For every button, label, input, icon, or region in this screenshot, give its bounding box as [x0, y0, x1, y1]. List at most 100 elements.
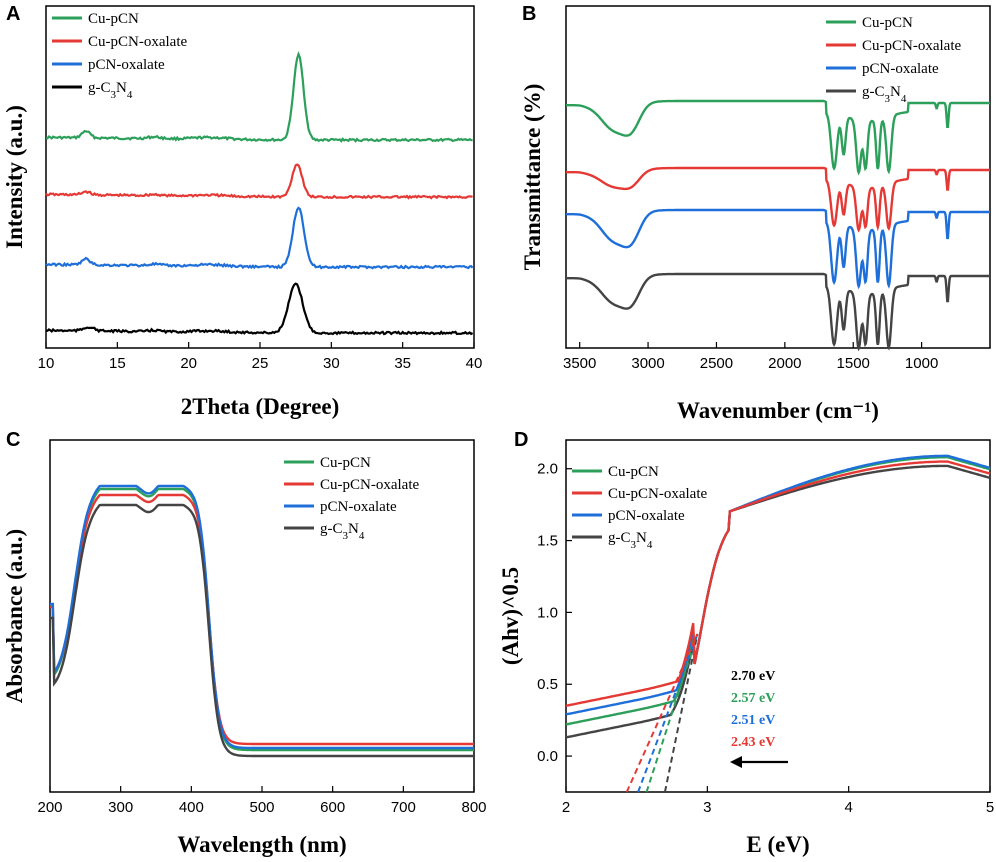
- y-d-tick-label: 0.5: [537, 676, 558, 693]
- tangent-line-cu-pcn: [645, 633, 699, 793]
- x-c-tick-label: 700: [391, 799, 416, 816]
- bandgap-label: 2.70 eV: [731, 669, 775, 684]
- x-d-tick-label: 5: [986, 799, 994, 816]
- tangent-line-pcn-oxalate: [637, 633, 699, 793]
- tangent-line-g-c3n4: [663, 633, 699, 793]
- legend-label-c: Cu-pCN: [320, 455, 371, 471]
- bandgap-label: 2.43 eV: [731, 735, 775, 750]
- x-c-tick-label: 200: [37, 799, 62, 816]
- x-d-tick-label: 4: [844, 799, 852, 816]
- x-axis-a: 10 15 20 25 30 35 40: [38, 342, 483, 372]
- x-axis-title-b: Wavenumber (cm⁻¹): [677, 398, 879, 423]
- series-group-c: [50, 484, 474, 758]
- x-a-tick-label: 10: [38, 355, 55, 372]
- x-axis-title-a: 2Theta (Degree): [181, 394, 340, 419]
- x-a-tick-label: 35: [394, 355, 411, 372]
- legend-b: Cu-pCN Cu-pCN-oxalate pCN-oxalate g-C3N4: [826, 15, 961, 105]
- legend-label-d: pCN-oxalate: [608, 508, 685, 524]
- panel-label-d: D: [514, 429, 528, 451]
- legend-label-c: pCN-oxalate: [320, 499, 397, 515]
- x-b-tick-label: 1000: [905, 355, 938, 372]
- x-axis-title-c: Wavelength (nm): [177, 832, 346, 857]
- x-b-tick-label: 3500: [563, 355, 596, 372]
- legend-a: Cu-pCN Cu-pCN-oxalate pCN-oxalate g-C3N4: [52, 11, 187, 101]
- x-c-tick-label: 400: [179, 799, 204, 816]
- panel-label-c: C: [6, 429, 20, 451]
- series-line-pcn-oxalate: [50, 484, 474, 750]
- y-axis-title-b: Transmittance (%): [520, 84, 545, 271]
- x-b-tick-label: 1500: [837, 355, 870, 372]
- arrow-head: [730, 756, 742, 768]
- series-line-g-c3n4: [50, 503, 474, 758]
- y-d-tick-label: 1.0: [537, 604, 558, 621]
- series-line-cu-pcn-oxalate: [45, 163, 473, 200]
- series-line-cu-pcn: [45, 50, 473, 143]
- bandgap-label: 2.57 eV: [731, 691, 775, 706]
- series-line-pcn-oxalate: [565, 454, 991, 716]
- panel-label-a: A: [6, 3, 20, 25]
- x-a-tick-label: 40: [466, 355, 483, 372]
- legend-label-b: Cu-pCN: [862, 15, 913, 31]
- x-c-tick-label: 500: [249, 799, 274, 816]
- legend-label-a: Cu-pCN-oxalate: [88, 34, 187, 50]
- x-d-tick-label: 2: [562, 799, 570, 816]
- series-group-b: [566, 99, 990, 352]
- legend-label-d: Cu-pCN-oxalate: [608, 486, 707, 502]
- chart-panel-a: 10 15 20 25 30 35 40 2Theta (Degree) Intensity…: [2, 5, 483, 419]
- legend-label-a: Cu-pCN: [88, 11, 139, 27]
- y-d-tick-label: 1.5: [537, 533, 558, 550]
- chart-panel-c: 200 300 400 500 600 700 800 Wavelength (nm) Ab…: [2, 439, 487, 857]
- axes-d: 2 3 4 5 0.0 0.5 1.0 1.5 2.0: [537, 461, 994, 816]
- y-axis-title-d: (Ahv)^0.5: [498, 567, 523, 665]
- x-b-tick-label: 2500: [700, 355, 733, 372]
- legend-label-b: g-C3N4: [862, 84, 907, 105]
- x-axis-title-d: E (eV): [746, 832, 809, 857]
- series-line-pcn-oxalate: [566, 208, 990, 290]
- tangent-line-cu-pcn-oxalate: [625, 633, 699, 793]
- legend-label-d: Cu-pCN: [608, 464, 659, 480]
- chart-panel-b: 3500 3000 2500 2000 1500 1000 Wavenumber (cm⁻…: [520, 5, 991, 423]
- series-line-g-c3n4: [565, 464, 991, 739]
- y-d-tick-label: 2.0: [537, 461, 558, 478]
- series-line-cu-pcn-oxalate: [50, 493, 474, 746]
- series-line-cu-pcn-oxalate: [565, 460, 991, 707]
- legend-label-c: Cu-pCN-oxalate: [320, 477, 419, 493]
- series-group-a: [45, 50, 474, 336]
- series-group-d: [565, 454, 991, 793]
- x-c-tick-label: 600: [320, 799, 345, 816]
- x-b-tick-label: 2000: [768, 355, 801, 372]
- x-axis-c: 200 300 400 500 600 700 800: [37, 786, 487, 816]
- bandgap-label: 2.51 eV: [731, 713, 775, 728]
- y-axis-title-c: Absorbance (a.u.): [2, 529, 27, 703]
- x-a-tick-label: 15: [109, 355, 126, 372]
- y-axis-title-a: Intensity (a.u.): [2, 105, 27, 249]
- x-c-tick-label: 800: [461, 799, 486, 816]
- legend-label-c: g-C3N4: [320, 521, 365, 542]
- series-line-g-c3n4: [45, 282, 474, 336]
- legend-label-d: g-C3N4: [608, 530, 653, 551]
- plot-frame-b: [565, 5, 991, 349]
- legend-label-a: pCN-oxalate: [88, 57, 165, 73]
- x-a-tick-label: 20: [180, 355, 197, 372]
- legend-label-a: g-C3N4: [88, 80, 133, 101]
- x-a-tick-label: 30: [323, 355, 340, 372]
- x-b-tick-label: 3000: [631, 355, 664, 372]
- x-a-tick-label: 25: [252, 355, 269, 372]
- series-line-cu-pcn: [50, 487, 474, 752]
- y-d-tick-label: 0.0: [537, 748, 558, 765]
- panel-label-b: B: [522, 3, 536, 25]
- series-line-cu-pcn-oxalate: [566, 166, 990, 233]
- legend-d: Cu-pCN Cu-pCN-oxalate pCN-oxalate g-C3N4: [572, 464, 707, 551]
- series-line-pcn-oxalate: [45, 206, 474, 270]
- series-line-cu-pcn: [566, 99, 990, 176]
- series-line-g-c3n4: [566, 272, 990, 352]
- x-axis-b: 3500 3000 2500 2000 1500 1000: [563, 342, 938, 372]
- x-d-tick-label: 3: [703, 799, 711, 816]
- legend-c: Cu-pCN Cu-pCN-oxalate pCN-oxalate g-C3N4: [284, 455, 419, 542]
- x-c-tick-label: 300: [108, 799, 133, 816]
- chart-panel-d: 2 3 4 5 0.0 0.5 1.0 1.5 2.0 E (eV) (Ahv)^0.5 Cu-…: [498, 439, 994, 857]
- plot-frame-d: [565, 439, 991, 793]
- legend-label-b: Cu-pCN-oxalate: [862, 38, 961, 54]
- bandgap-annotations: 2.70 eV 2.57 eV 2.51 eV 2.43 eV: [730, 669, 788, 768]
